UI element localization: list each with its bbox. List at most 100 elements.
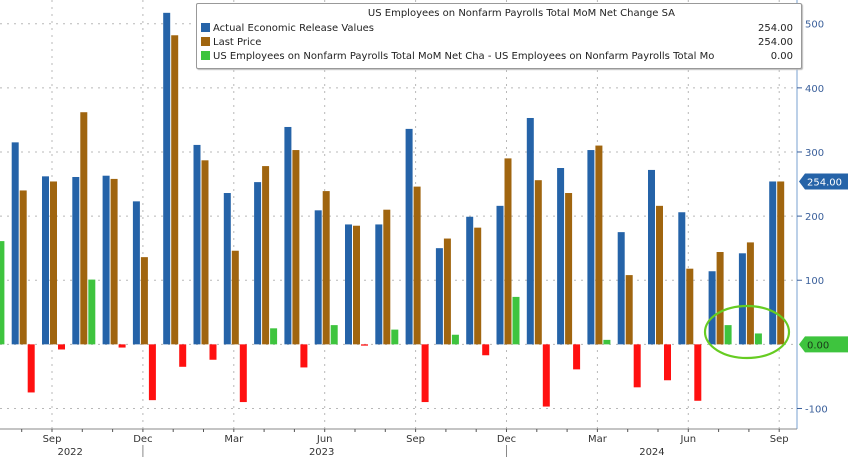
bar-difference [512,296,520,345]
bar-difference [482,344,490,356]
bar-last-price [292,150,300,345]
legend-value: 254.00 [758,23,793,34]
legend-item-last-price: Last Price 254.00 [201,36,793,49]
bar-actual [435,248,443,345]
bar-last-price [504,158,512,345]
bar-actual [163,12,171,345]
bar-actual [738,253,746,345]
bar-last-price [413,186,421,345]
bar-difference [148,344,156,401]
bar-actual [42,176,49,345]
bar-difference [573,344,581,370]
bar-actual [466,216,474,345]
legend-value: 0.00 [770,51,793,62]
bar-actual [708,271,716,345]
bar-difference [209,344,217,360]
bar-actual [132,201,140,345]
legend-swatch-brown [201,37,210,46]
chart-title: US Employees on Nonfarm Payrolls Total M… [367,8,675,19]
bar-last-price [595,145,603,345]
legend-label: Last Price [213,37,262,48]
bar-actual [375,224,383,345]
bar-actual [648,169,655,345]
bar-actual [102,175,110,345]
bar-last-price [201,160,209,345]
bar-last-price [353,225,360,345]
bar-actual [193,144,201,345]
legend-swatch-green [201,51,210,60]
bar-last-price [140,257,148,345]
x-tick-label: Sep [406,434,425,445]
x-tick-label: Jun [679,434,696,445]
y-tick-label: -100 [805,404,828,415]
bar-difference [27,344,35,393]
y-tick-label: 500 [805,20,824,31]
bar-last-price [50,181,57,345]
value-callout-label: 254.00 [807,177,842,188]
bar-last-price [262,166,270,345]
legend-item-actual: Actual Economic Release Values 254.00 [201,22,793,35]
x-tick-label: Jun [316,434,333,445]
bar-last-price [474,227,482,345]
bar-actual [769,181,777,345]
bar-last-price [110,178,118,345]
bar-actual [405,128,413,345]
bar-difference [58,344,65,350]
bar-last-price [443,238,451,345]
value-callout-label: 0.00 [807,340,829,351]
bar-difference [270,328,278,345]
bar-actual [11,142,19,345]
x-tick-label: Sep [770,434,789,445]
highlight-ellipse [703,304,791,360]
bar-actual [254,182,262,345]
bar-actual [557,168,565,345]
bar-last-price [231,250,239,345]
bar-difference [179,344,187,367]
legend-value: 254.00 [758,37,793,48]
bar-difference [0,241,5,345]
year-label: 2023 [309,447,334,457]
bars [0,12,785,407]
bar-difference [664,344,671,381]
bar-difference [88,279,96,345]
bar-actual [617,232,625,345]
bar-difference [603,339,611,345]
x-tick-label: Dec [497,434,516,445]
legend-item-difference: US Employees on Nonfarm Payrolls Total M… [201,50,793,63]
bar-last-price [565,193,573,345]
bar-difference [118,344,126,348]
bar-actual [223,193,231,345]
bar-actual [345,224,352,345]
bar-last-price [171,35,179,345]
legend-label: US Employees on Nonfarm Payrolls Total M… [213,51,715,62]
bar-difference [330,325,338,345]
bar-last-price [625,275,633,345]
bar-difference [633,344,641,388]
gridlines [0,0,797,429]
bar-last-price [656,205,663,345]
x-tick-label: Mar [588,434,608,445]
bar-difference [421,344,429,403]
bar-difference [542,344,550,407]
legend-label: Actual Economic Release Values [213,23,375,34]
bar-last-price [534,180,542,345]
bar-actual [678,212,686,345]
bar-actual [72,176,80,345]
bar-difference [754,333,762,345]
bar-actual [496,205,504,345]
bar-last-price [19,190,27,345]
bar-actual [587,150,595,345]
year-label: 2024 [639,447,664,457]
y-tick-label: 100 [805,276,824,287]
value-callout [799,173,848,190]
bar-difference [361,344,368,346]
bar-last-price [322,191,330,345]
bar-last-price [383,209,391,345]
value-callout [799,336,848,353]
bar-last-price [746,242,754,345]
bar-difference [451,334,459,345]
x-tick-label: Dec [133,434,152,445]
bar-difference [694,344,702,401]
